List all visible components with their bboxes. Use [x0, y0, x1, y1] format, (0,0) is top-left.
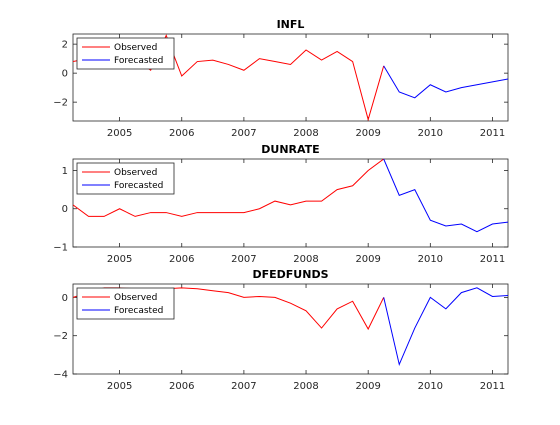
series-line-forecasted — [383, 65, 508, 99]
x-tick-label: 2007 — [231, 381, 256, 392]
legend-entry: Observed — [114, 293, 157, 303]
legend-entry: Observed — [114, 168, 157, 178]
legend-entry: Observed — [114, 43, 157, 53]
x-tick-label: 2010 — [418, 254, 443, 265]
x-tick-label: 2005 — [107, 381, 132, 392]
x-tick-label: 2010 — [418, 381, 443, 392]
y-tick-label: 0 — [62, 204, 68, 215]
legend: Observed Forecasted — [76, 162, 175, 195]
x-tick-label: 2009 — [355, 381, 380, 392]
x-tick-label: 2005 — [107, 254, 132, 265]
legend-entry: Forecasted — [114, 181, 163, 191]
series-line-observed — [73, 159, 385, 217]
x-tick-label: 2009 — [355, 128, 380, 139]
x-tick-label: 2006 — [169, 254, 194, 265]
x-tick-label: 2005 — [107, 128, 132, 139]
y-tick-label: −2 — [53, 331, 68, 342]
legend-box — [76, 37, 175, 70]
chart-title: INFL — [277, 18, 305, 31]
subplot-dunrate: DUNRATE −1 0 1 2005 2006 2007 2008 2009 2010 2011 O… — [53, 143, 509, 265]
legend: Observed Forecasted — [76, 37, 175, 70]
legend: Observed Forecasted — [76, 287, 175, 320]
y-tick-label: −4 — [53, 370, 68, 381]
series-line-forecasted — [383, 159, 508, 233]
y-tick-label: 0 — [62, 293, 68, 304]
x-tick-label: 2008 — [293, 128, 318, 139]
x-tick-label: 2011 — [480, 128, 505, 139]
x-tick-label: 2007 — [231, 128, 256, 139]
x-tick-label: 2010 — [418, 128, 443, 139]
series-line-forecasted — [383, 287, 508, 367]
y-tick-label: 1 — [62, 166, 68, 177]
y-tick-label: 2 — [62, 40, 68, 51]
legend-box — [76, 162, 175, 195]
x-tick-label: 2006 — [169, 128, 194, 139]
x-tick-label: 2008 — [293, 381, 318, 392]
subplot-infl: INFL −2 0 2 2005 2006 2007 2008 2009 2010 2011 Obse… — [53, 18, 509, 139]
y-tick-label: 0 — [62, 69, 68, 80]
x-tick-label: 2008 — [293, 254, 318, 265]
x-tick-label: 2006 — [169, 381, 194, 392]
chart-title: DUNRATE — [261, 143, 319, 156]
y-tick-label: −1 — [53, 243, 68, 254]
x-tick-label: 2011 — [480, 381, 505, 392]
legend-entry: Forecasted — [114, 306, 163, 316]
x-tick-label: 2007 — [231, 254, 256, 265]
y-tick-label: −2 — [53, 98, 68, 109]
x-tick-label: 2009 — [355, 254, 380, 265]
chart-title: DFEDFUNDS — [253, 268, 329, 281]
legend-entry: Forecasted — [114, 56, 163, 66]
legend-box — [76, 287, 175, 320]
subplot-dfedfunds: DFEDFUNDS −4 −2 0 2005 2006 2007 2008 2009 2010 20… — [53, 268, 509, 392]
x-tick-label: 2011 — [480, 254, 505, 265]
